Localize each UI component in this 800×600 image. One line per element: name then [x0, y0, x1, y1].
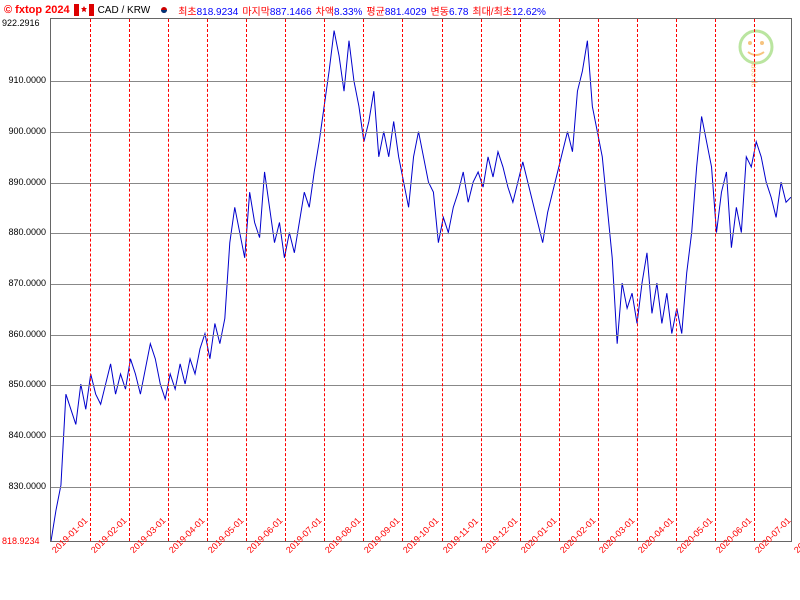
- flag-cad: [74, 4, 94, 16]
- v-gridline: [637, 19, 638, 541]
- flag-krw: [154, 4, 174, 16]
- h-gridline: [51, 132, 791, 133]
- stat-3: 평균881.4029: [366, 3, 426, 18]
- h-gridline: [51, 183, 791, 184]
- v-gridline: [442, 19, 443, 541]
- currency-pair: CAD / KRW: [98, 5, 151, 16]
- y-tick-label: 840.0000: [8, 430, 46, 440]
- v-gridline: [715, 19, 716, 541]
- v-gridline: [246, 19, 247, 541]
- y-tick-label: 850.0000: [8, 379, 46, 389]
- v-gridline: [168, 19, 169, 541]
- y-axis-labels: 830.0000 840.0000 850.0000 860.0000 870.0000…: [0, 18, 48, 542]
- h-gridline: [51, 81, 791, 82]
- v-gridline: [676, 19, 677, 541]
- v-gridline: [90, 19, 91, 541]
- y-tick-label: 890.0000: [8, 177, 46, 187]
- chart-plot-area: fxtop.com: [50, 18, 792, 542]
- y-tick-label: 860.0000: [8, 329, 46, 339]
- h-gridline: [51, 335, 791, 336]
- v-gridline: [481, 19, 482, 541]
- h-gridline: [51, 284, 791, 285]
- y-tick-label: 870.0000: [8, 278, 46, 288]
- y-tick-label: 830.0000: [8, 481, 46, 491]
- v-gridline: [598, 19, 599, 541]
- v-gridline: [754, 19, 755, 541]
- h-gridline: [51, 233, 791, 234]
- chart-header: © fxtop 2024 CAD / KRW 최초818.9234 마지막887…: [0, 2, 800, 18]
- y-tick-label: 900.0000: [8, 126, 46, 136]
- v-gridline: [559, 19, 560, 541]
- y-min-label: 818.9234: [2, 536, 40, 546]
- x-tick-label: 2020-08-10: [792, 515, 800, 555]
- h-gridline: [51, 385, 791, 386]
- stat-1: 마지막887.1466: [242, 3, 311, 18]
- stat-5: 최대/최초12.62%: [472, 3, 546, 18]
- y-tick-label: 880.0000: [8, 227, 46, 237]
- v-gridline: [129, 19, 130, 541]
- v-gridline: [285, 19, 286, 541]
- v-gridline: [207, 19, 208, 541]
- v-gridline: [324, 19, 325, 541]
- v-gridline: [520, 19, 521, 541]
- stat-2: 차액8.33%: [316, 3, 363, 18]
- v-gridline: [402, 19, 403, 541]
- x-axis-labels: 2019-01-012019-02-012019-03-012019-04-01…: [50, 544, 792, 600]
- y-tick-label: 910.0000: [8, 75, 46, 85]
- stat-0: 최초818.9234: [178, 3, 238, 18]
- h-gridline: [51, 487, 791, 488]
- price-line: [51, 19, 791, 541]
- copyright-text: © fxtop 2024: [4, 4, 70, 16]
- stat-4: 변동6.78: [431, 3, 469, 18]
- h-gridline: [51, 436, 791, 437]
- v-gridline: [363, 19, 364, 541]
